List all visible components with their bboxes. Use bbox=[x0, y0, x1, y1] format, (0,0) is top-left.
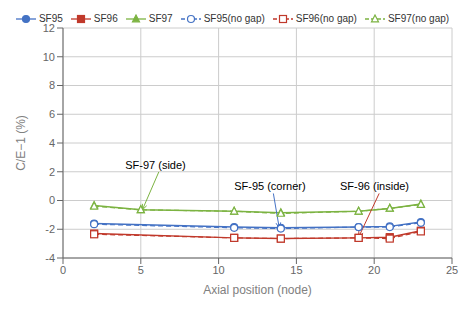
svg-text:-4: -4 bbox=[45, 252, 55, 264]
html-text:SF97: SF97 bbox=[148, 13, 173, 24]
html-text:SF95(no gap): SF95(no gap) bbox=[203, 13, 265, 24]
svg-text:SF-97 (side): SF-97 (side) bbox=[125, 159, 186, 171]
svg-text:6: 6 bbox=[49, 108, 55, 120]
html-text:SF95: SF95 bbox=[38, 13, 63, 24]
svg-text:-2: -2 bbox=[45, 223, 55, 235]
svg-text:20: 20 bbox=[368, 264, 380, 276]
svg-text:5: 5 bbox=[138, 264, 144, 276]
svg-text:C/E−1 (%): C/E−1 (%) bbox=[14, 115, 28, 171]
svg-text:Axial position (node): Axial position (node) bbox=[203, 283, 312, 297]
svg-text:SF-96 (inside): SF-96 (inside) bbox=[340, 180, 409, 192]
svg-text:SF-95 (corner): SF-95 (corner) bbox=[234, 180, 306, 192]
svg-text:0: 0 bbox=[49, 194, 55, 206]
svg-text:8: 8 bbox=[49, 79, 55, 91]
svg-text:10: 10 bbox=[212, 264, 224, 276]
html-text:SF96: SF96 bbox=[93, 13, 118, 24]
html-text:SF97(no gap): SF97(no gap) bbox=[387, 13, 450, 24]
html-text:SF96(no gap): SF96(no gap) bbox=[295, 13, 357, 24]
svg-text:0: 0 bbox=[60, 264, 66, 276]
svg-text:10: 10 bbox=[43, 51, 55, 63]
svg-text:4: 4 bbox=[49, 137, 55, 149]
svg-text:2: 2 bbox=[49, 166, 55, 178]
svg-text:15: 15 bbox=[290, 264, 302, 276]
svg-text:25: 25 bbox=[446, 264, 458, 276]
svg-text:12: 12 bbox=[43, 22, 55, 34]
